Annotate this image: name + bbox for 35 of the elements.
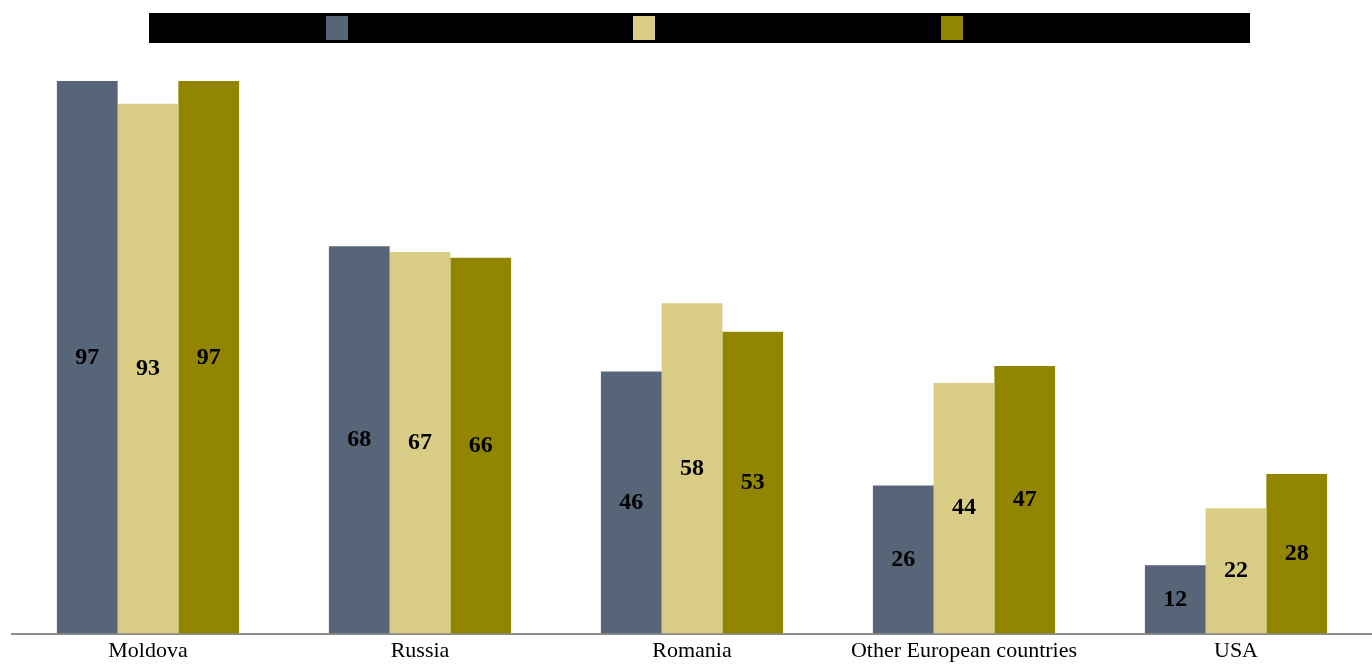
bar bbox=[56, 81, 118, 634]
data-label: 66 bbox=[468, 430, 493, 457]
data-label: 44 bbox=[952, 493, 976, 520]
data-label: 26 bbox=[891, 544, 916, 571]
bar bbox=[117, 103, 179, 634]
x-tick-label: Other European countries bbox=[850, 636, 1078, 662]
x-tick-label: Russia bbox=[390, 636, 450, 662]
data-label: 22 bbox=[1224, 556, 1248, 583]
data-label: 93 bbox=[136, 353, 160, 380]
data-label: 68 bbox=[347, 425, 372, 452]
bar bbox=[178, 81, 240, 634]
data-label: 97 bbox=[196, 342, 221, 369]
x-tick-label: Romania bbox=[652, 636, 732, 662]
x-tick-label: Moldova bbox=[108, 636, 188, 662]
data-label: 28 bbox=[1284, 539, 1309, 566]
data-label: 12 bbox=[1163, 584, 1188, 611]
bar bbox=[450, 257, 512, 634]
bar bbox=[994, 365, 1056, 634]
bar bbox=[1205, 508, 1267, 634]
bar bbox=[1144, 565, 1206, 634]
x-tick-label: USA bbox=[1213, 636, 1259, 662]
data-label: 46 bbox=[619, 487, 644, 514]
bar bbox=[933, 382, 995, 634]
bar bbox=[1266, 474, 1328, 634]
data-label: 97 bbox=[75, 342, 100, 369]
data-label: 58 bbox=[680, 453, 704, 480]
bar bbox=[389, 251, 451, 634]
bar bbox=[722, 331, 784, 634]
bar bbox=[661, 303, 723, 634]
data-label: 53 bbox=[740, 467, 765, 494]
bar bbox=[328, 246, 390, 634]
bar bbox=[872, 485, 934, 634]
bar bbox=[600, 371, 662, 634]
data-label: 47 bbox=[1012, 484, 1037, 511]
data-label: 67 bbox=[408, 427, 432, 454]
